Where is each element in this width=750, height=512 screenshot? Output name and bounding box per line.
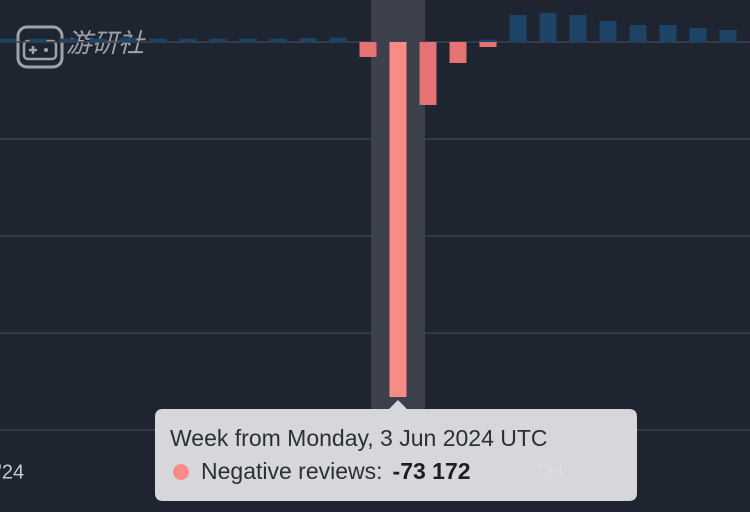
logo-pad (22, 39, 58, 61)
tooltip-box (155, 400, 637, 501)
bar (719, 29, 737, 42)
bar (179, 38, 197, 42)
bar (389, 41, 407, 398)
bar (449, 41, 467, 63)
watermark-logo (16, 25, 64, 69)
bar (59, 38, 77, 42)
bar (629, 24, 647, 42)
tooltip-value: -73 172 (393, 458, 471, 484)
bar (0, 38, 17, 42)
bar (89, 38, 107, 42)
bar (419, 41, 437, 106)
bar (509, 14, 527, 42)
tooltip-label: Negative reviews: (201, 458, 383, 484)
bar (479, 41, 497, 47)
bar (299, 38, 317, 42)
tooltip-title: Week from Monday, 3 Jun 2024 UTC (170, 425, 548, 451)
bar (479, 39, 497, 42)
bar (119, 37, 137, 42)
bar (239, 38, 257, 42)
bar (599, 20, 617, 42)
bar (689, 27, 707, 42)
bar (329, 37, 347, 42)
logo-button (44, 48, 48, 52)
bar (659, 24, 677, 42)
x-tick-label: '24 (0, 461, 24, 483)
watermark-text: 游研社 (66, 28, 146, 58)
bar (209, 38, 227, 42)
bar (29, 38, 47, 42)
bar (359, 41, 377, 57)
bar (569, 14, 587, 42)
bar (269, 38, 287, 42)
tooltip-dot (173, 464, 189, 480)
bar (149, 38, 167, 42)
logo-frame (16, 25, 64, 69)
bar (539, 12, 557, 42)
